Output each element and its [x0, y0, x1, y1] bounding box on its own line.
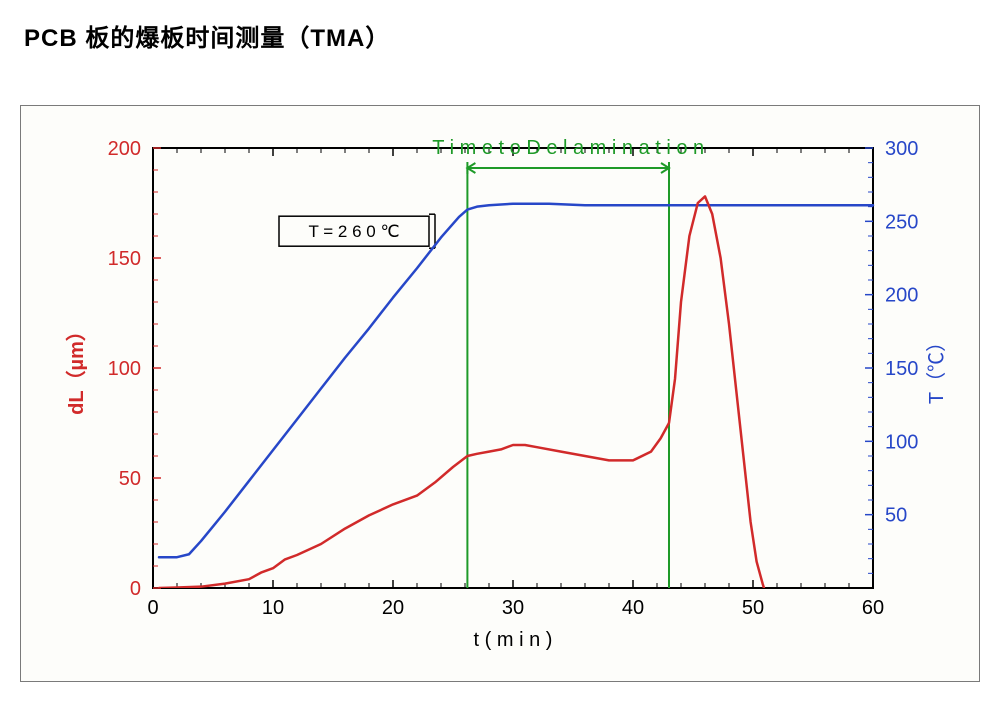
chart-frame: 0 10 20 30 40 50 60 t ( m i n ) 0 50 100 150 200 dL（µ…: [20, 105, 980, 682]
svg-text:200: 200: [108, 138, 141, 160]
svg-text:30: 30: [502, 597, 524, 619]
svg-text:100: 100: [108, 358, 141, 380]
svg-text:0: 0: [130, 578, 141, 600]
page-title: PCB 板的爆板时间测量（TMA）: [24, 18, 390, 53]
svg-text:dL（µm）: dL（µm）: [65, 321, 88, 415]
svg-text:T = 2 6 0 ℃: T = 2 6 0 ℃: [308, 222, 399, 241]
svg-text:250: 250: [885, 211, 918, 233]
svg-text:t ( m i n ): t ( m i n ): [474, 629, 553, 651]
svg-text:150: 150: [108, 248, 141, 270]
svg-text:50: 50: [885, 505, 907, 527]
chart-svg: 0 10 20 30 40 50 60 t ( m i n ) 0 50 100 150 200 dL（µ…: [21, 106, 979, 681]
svg-text:40: 40: [622, 597, 644, 619]
svg-text:60: 60: [862, 597, 884, 619]
svg-text:50: 50: [742, 597, 764, 619]
svg-text:100: 100: [885, 431, 918, 453]
page: PCB 板的爆板时间测量（TMA） 0 10 20 30 40 50 60 t ( m i n…: [0, 0, 1000, 701]
svg-text:20: 20: [382, 597, 404, 619]
svg-text:T（℃）: T（℃）: [925, 332, 948, 404]
svg-text:10: 10: [262, 597, 284, 619]
svg-text:300: 300: [885, 138, 918, 160]
svg-text:50: 50: [119, 468, 141, 490]
svg-text:T i m e t o D e l a m i n a: T i m e t o D e l a m i n a t i o n: [432, 137, 704, 159]
svg-text:200: 200: [885, 285, 918, 307]
svg-text:0: 0: [147, 597, 158, 619]
svg-text:150: 150: [885, 358, 918, 380]
